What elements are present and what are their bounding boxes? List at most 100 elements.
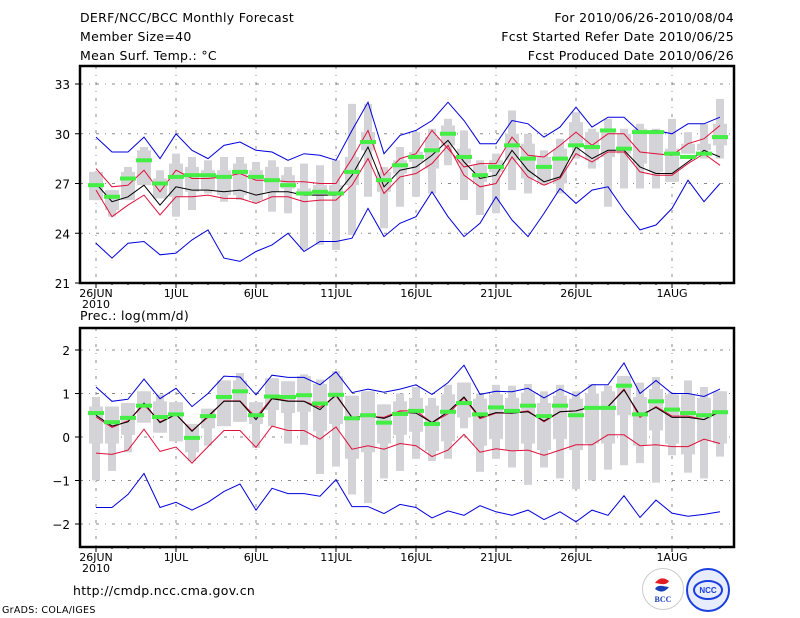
temp-xtick-label: 1JUL [164,287,189,300]
temp-median-mark [264,178,280,183]
temp-median-mark [344,169,360,174]
temp-whisker-bar [700,123,708,159]
prec-lower-percentile-line [95,425,721,464]
prec-iqr-box [489,394,503,440]
prec-median-mark [216,394,232,399]
prec-median-mark [232,389,248,394]
temp-median-mark [488,164,504,169]
temp-median-mark [632,130,648,135]
prec-median-mark [104,420,120,425]
prec-iqr-box [217,380,231,427]
temp-lower-percentile-line [95,144,721,218]
prec-median-mark [344,416,360,421]
temp-median-mark [456,154,472,159]
prec-median-mark [680,411,696,416]
prec-median-mark [376,420,392,425]
prec-iqr-box [361,391,375,453]
temp-max-line [95,100,721,161]
prec-iqr-box [329,376,343,424]
prec-median-mark [472,412,488,417]
prec-iqr-box [537,403,551,451]
temp-median-mark [712,135,728,140]
temp-iqr-box [185,166,199,192]
temp-ytick-label: 21 [55,277,70,291]
temp-iqr-box [425,137,439,169]
temp-whisker-bar [332,160,340,250]
temp-median-mark [376,178,392,183]
temp-median-mark [232,169,248,174]
prec-median-mark [440,409,456,414]
temp-ytick-label: 27 [55,178,70,192]
temp-iqr-box [697,143,711,151]
temp-median-mark [504,143,520,148]
prec-iqr-box [681,394,695,455]
temp-whisker-bar [380,166,388,229]
temp-xtick-label: 16JUL [400,287,432,300]
source-url[interactable]: http://cmdp.ncc.cma.gov.cn [73,583,256,598]
prec-iqr-box [457,382,471,418]
temp-whisker-bar [412,132,420,197]
prec-median-mark [696,413,712,418]
prec-xtick-year: 2010 [82,562,110,575]
prec-median-mark [648,399,664,404]
prec-ytick-label: −2 [52,518,70,532]
temp-chart: 21 24 27 30 33 26JUN 1JUL 6JUL 11JUL 16JUL 21JUL 26… [55,64,736,311]
temp-min-line [95,179,721,262]
prec-iqr-box [633,396,647,446]
temp-median-mark [200,173,216,178]
prec-iqr-box [585,393,599,444]
prec-median-mark [616,383,632,388]
temp-median-mark [440,131,456,136]
member-size: Member Size=40 [80,29,192,44]
prec-xtick-label: 21JUL [480,551,512,564]
prec-median-mark [296,393,312,398]
temp-iqr-box [681,143,695,154]
prec-ytick-label: 1 [62,388,70,402]
temp-median-mark [568,143,584,148]
ncc-logo-icon: NCC [693,580,723,600]
prec-median-mark [120,415,136,420]
prec-iqr-box [505,397,519,451]
temp-median-mark [584,145,600,150]
prec-median-mark [88,411,104,416]
prec-iqr-box [473,398,487,446]
temp-median-mark [520,156,536,161]
svg-text:NCC: NCC [699,586,717,595]
prec-ytick-label: 2 [62,344,70,358]
temp-median-mark [696,151,712,156]
prec-min-line [96,472,721,523]
temp-median-mark [104,194,120,199]
temp-median-mark [552,156,568,161]
bcc-logo-icon: BCC [655,578,672,604]
temp-iqr-box [137,150,151,186]
svg-text:BCC: BCC [655,595,672,604]
temp-median-mark [296,191,312,196]
temp-iqr-box [521,143,535,179]
temp-iqr-box [537,156,551,182]
prec-median-mark [536,414,552,419]
forecast-period: For 2010/06/26-2010/08/04 [554,10,734,25]
temp-whisker-bar [476,160,484,216]
temp-whisker-bar [668,118,676,176]
prec-median-mark [632,412,648,417]
temp-whisker-bar [316,165,324,245]
temp-xtick-label: 26JUN [79,287,113,300]
temp-median-mark [600,128,616,133]
temp-median-mark [152,181,168,186]
prec-ytick-label: −1 [52,475,70,489]
temp-frame [78,64,736,285]
temp-ytick-label: 30 [55,128,70,142]
prec-xtick-label: 1JUL [164,551,189,564]
prec-median-mark [600,405,616,410]
prec-xtick-label: 1AUG [656,551,687,564]
prec-iqr-box [345,395,359,459]
prec-iqr-box [169,402,183,442]
prec-median-mark [584,405,600,410]
prec-frame [78,326,736,549]
prec-iqr-box [425,405,439,451]
prec-iqr-box [89,406,103,444]
prec-median-mark [520,403,536,408]
temp-whisker-bar [620,128,628,189]
prec-xtick-label: 26JUN [79,551,113,564]
prec-iqr-box [569,398,583,451]
